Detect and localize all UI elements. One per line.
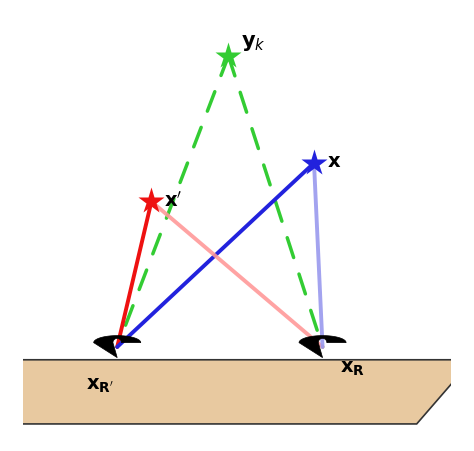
Text: $\mathbf{x}_{\mathbf{R}}$: $\mathbf{x}_{\mathbf{R}}$ — [340, 358, 365, 377]
Polygon shape — [94, 336, 141, 358]
Polygon shape — [0, 360, 472, 424]
Text: $\mathbf{x}_{\mathbf{R}'}$: $\mathbf{x}_{\mathbf{R}'}$ — [86, 375, 114, 394]
Text: $\mathbf{x}$: $\mathbf{x}$ — [327, 152, 341, 171]
Text: $\mathbf{x}'$: $\mathbf{x}'$ — [164, 190, 182, 210]
Polygon shape — [299, 336, 346, 358]
Text: $\mathbf{y}_{k}$: $\mathbf{y}_{k}$ — [241, 32, 266, 53]
